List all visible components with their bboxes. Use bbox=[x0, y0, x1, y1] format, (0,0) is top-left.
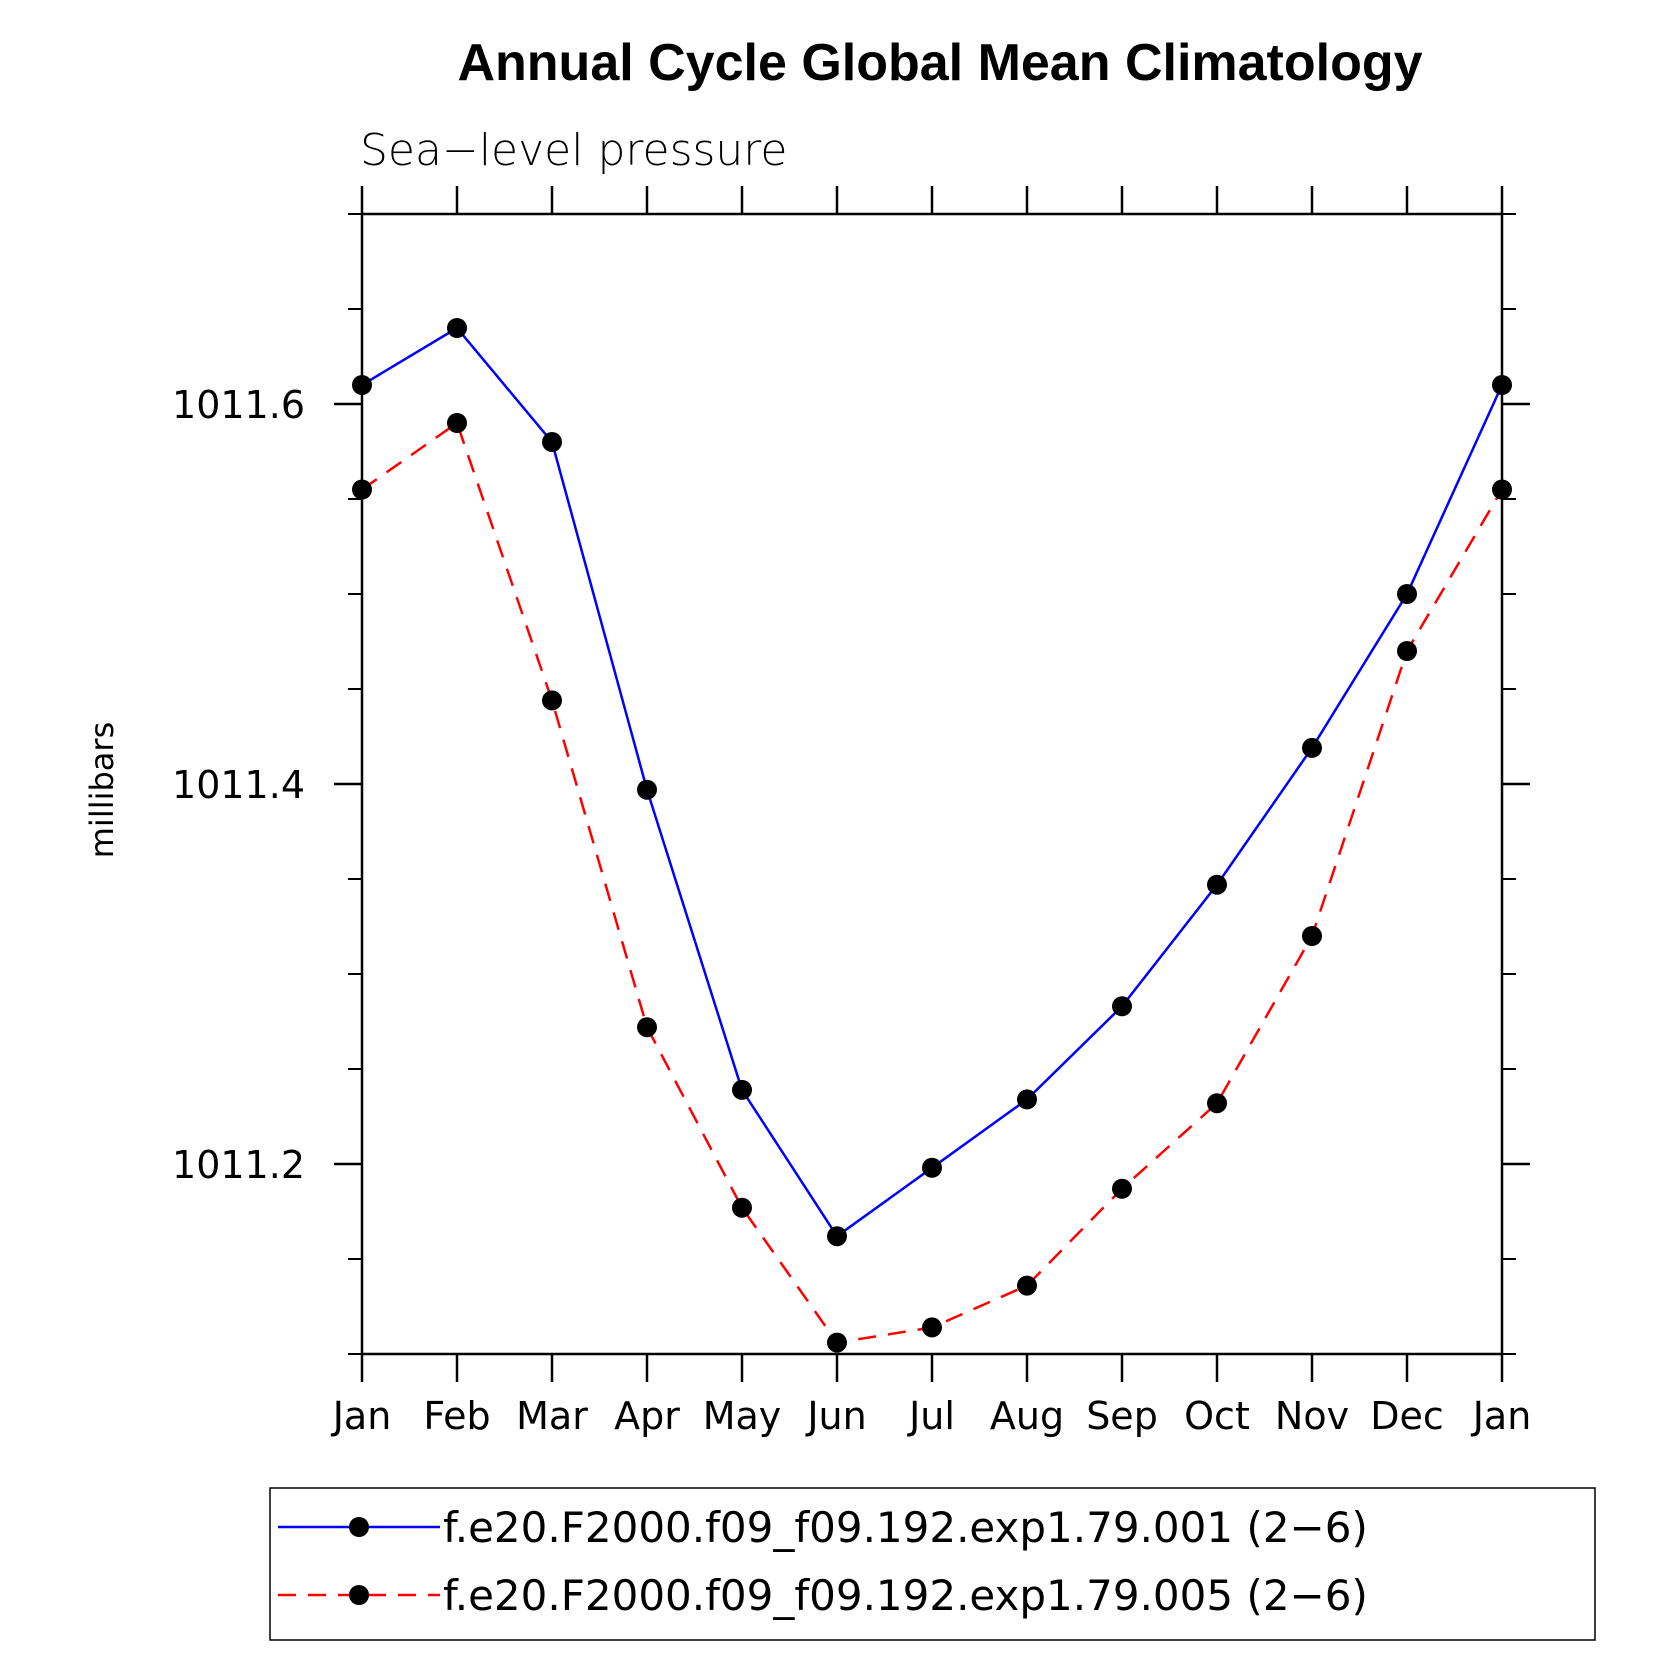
data-point bbox=[1397, 641, 1417, 661]
x-tick-label: Jul bbox=[907, 1394, 955, 1438]
data-point bbox=[352, 375, 372, 395]
legend-box bbox=[269, 1487, 1596, 1641]
x-tick-label: Jan bbox=[331, 1394, 392, 1438]
x-tick-label: Mar bbox=[516, 1394, 588, 1438]
data-point bbox=[732, 1079, 752, 1100]
series-line bbox=[361, 326, 1504, 1238]
x-tick-label: Feb bbox=[423, 1394, 490, 1438]
series-2 bbox=[352, 413, 1512, 1353]
x-tick-label: Apr bbox=[614, 1394, 680, 1438]
data-point bbox=[1112, 1178, 1132, 1199]
data-point bbox=[1112, 996, 1132, 1017]
legend-marker bbox=[349, 1585, 369, 1605]
x-tick-label: May bbox=[703, 1394, 782, 1438]
data-point bbox=[637, 779, 657, 800]
data-point bbox=[1302, 737, 1322, 758]
data-point bbox=[1207, 874, 1227, 895]
data-point bbox=[447, 318, 467, 338]
data-point bbox=[827, 1332, 847, 1353]
x-tick-label: Oct bbox=[1184, 1394, 1250, 1438]
series-layer bbox=[352, 318, 1512, 1353]
data-point bbox=[922, 1157, 942, 1178]
series-line bbox=[361, 421, 1504, 1344]
series-1 bbox=[352, 318, 1512, 1247]
data-point bbox=[637, 1017, 657, 1038]
data-point bbox=[922, 1317, 942, 1338]
data-point bbox=[1492, 375, 1512, 395]
x-tick-label: Aug bbox=[990, 1394, 1064, 1438]
y-tick-label: 1011.6 bbox=[172, 383, 305, 427]
data-point bbox=[1017, 1275, 1037, 1296]
data-point bbox=[1207, 1093, 1227, 1114]
legend-label: f.e20.F2000.f09_f09.192.exp1.79.005 (2−6… bbox=[443, 1571, 1368, 1620]
legend: f.e20.F2000.f09_f09.192.exp1.79.001 (2−6… bbox=[269, 1487, 1596, 1641]
data-point bbox=[542, 432, 562, 452]
data-point bbox=[827, 1226, 847, 1247]
y-tick-label: 1011.4 bbox=[172, 763, 305, 807]
chart-subtitle: Sea−level pressure bbox=[360, 125, 788, 176]
plot-frame bbox=[360, 212, 1504, 1356]
data-point bbox=[1017, 1089, 1037, 1110]
data-point bbox=[1302, 926, 1322, 946]
data-point bbox=[1492, 479, 1512, 500]
data-point bbox=[447, 413, 467, 433]
data-point bbox=[732, 1197, 752, 1218]
chart-title: Annual Cycle Global Mean Climatology bbox=[457, 34, 1422, 92]
data-point bbox=[1397, 584, 1417, 604]
legend-label: f.e20.F2000.f09_f09.192.exp1.79.001 (2−6… bbox=[443, 1503, 1368, 1552]
x-tick-label: Dec bbox=[1370, 1394, 1444, 1438]
x-tick-label: Nov bbox=[1275, 1394, 1349, 1438]
x-tick-label: Sep bbox=[1086, 1394, 1158, 1438]
y-axis-label: millibars bbox=[83, 722, 121, 858]
legend-marker bbox=[349, 1517, 369, 1537]
axes: Jan Feb Mar Apr May Jun Jul Aug Sep Oct Nov Dec Jan 1… bbox=[172, 186, 1531, 1438]
data-point bbox=[352, 479, 372, 500]
data-point bbox=[542, 690, 562, 711]
y-tick-label: 1011.2 bbox=[172, 1143, 305, 1187]
x-tick-label: Jun bbox=[805, 1394, 866, 1438]
x-tick-label: Jan bbox=[1471, 1394, 1532, 1438]
